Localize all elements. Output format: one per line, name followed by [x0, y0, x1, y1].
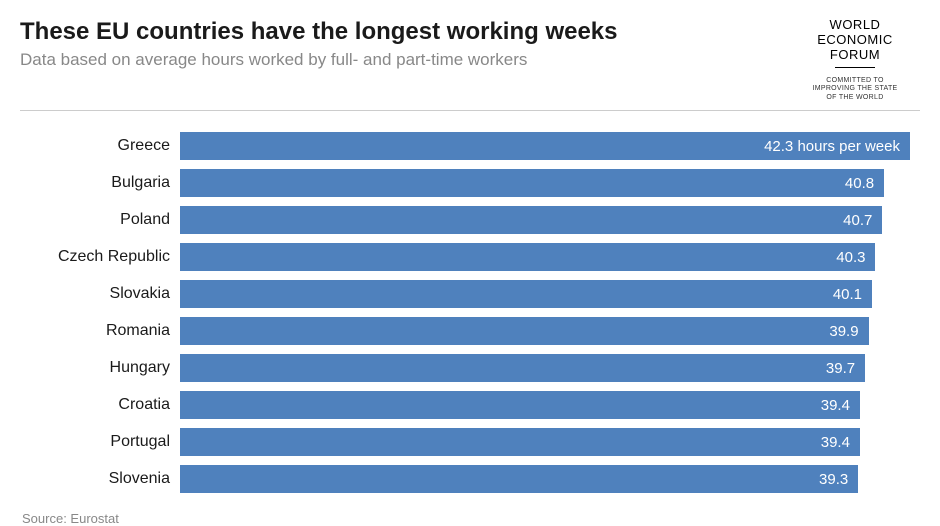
logo-line1: WORLD: [830, 17, 881, 32]
row-label: Hungary: [30, 359, 180, 377]
bar-value: 40.1: [833, 286, 862, 303]
bar-value: 39.9: [829, 323, 858, 340]
bar-track: 40.7: [180, 206, 910, 234]
bar-value: 40.3: [836, 249, 865, 266]
header: These EU countries have the longest work…: [20, 18, 920, 111]
bar: 39.3: [180, 465, 858, 493]
chart-subtitle: Data based on average hours worked by fu…: [20, 50, 790, 70]
bar-row: Czech Republic 40.3: [30, 242, 910, 273]
bar-row: Portugal 39.4: [30, 427, 910, 458]
bar: 40.1: [180, 280, 872, 308]
bar: 39.4: [180, 391, 860, 419]
row-label: Romania: [30, 322, 180, 340]
bar-value: 42.3 hours per week: [764, 138, 900, 155]
logo-line3: FORUM: [830, 47, 880, 62]
bar-row: Croatia 39.4: [30, 390, 910, 421]
logo-tagline: COMMITTED TO IMPROVING THE STATE OF THE …: [790, 77, 920, 102]
row-label: Portugal: [30, 433, 180, 451]
logo-tag3: OF THE WORLD: [826, 94, 883, 101]
row-label: Croatia: [30, 396, 180, 414]
bar-row: Romania 39.9: [30, 316, 910, 347]
bar-value: 39.4: [821, 397, 850, 414]
source-text: Source: Eurostat: [20, 511, 920, 526]
bar-row: Bulgaria 40.8: [30, 168, 910, 199]
bar-track: 39.4: [180, 391, 910, 419]
header-text: These EU countries have the longest work…: [20, 18, 790, 70]
bar-row: Slovenia 39.3: [30, 464, 910, 495]
logo-line2: ECONOMIC: [817, 32, 893, 47]
bar-value: 40.7: [843, 212, 872, 229]
row-label: Czech Republic: [30, 248, 180, 266]
chart-title: These EU countries have the longest work…: [20, 18, 790, 46]
bar: 40.7: [180, 206, 882, 234]
logo-tag2: IMPROVING THE STATE: [812, 85, 897, 92]
bar-chart: Greece 42.3 hours per week Bulgaria 40.8 Pol…: [20, 123, 920, 505]
bar-value: 39.4: [821, 434, 850, 451]
bar-value: 40.8: [845, 175, 874, 192]
bar: 39.9: [180, 317, 869, 345]
row-label: Bulgaria: [30, 174, 180, 192]
bar-value: 39.3: [819, 471, 848, 488]
logo-main: WORLD ECONOMIC FORUM: [790, 18, 920, 74]
bar: 40.8: [180, 169, 884, 197]
row-label: Slovakia: [30, 285, 180, 303]
row-label: Poland: [30, 211, 180, 229]
logo-separator: [835, 67, 875, 68]
bar-row: Slovakia 40.1: [30, 279, 910, 310]
row-label: Slovenia: [30, 470, 180, 488]
bar: 42.3 hours per week: [180, 132, 910, 160]
bar: 39.7: [180, 354, 865, 382]
bar: 40.3: [180, 243, 875, 271]
bar-track: 39.9: [180, 317, 910, 345]
bar-track: 40.1: [180, 280, 910, 308]
bar-row: Hungary 39.7: [30, 353, 910, 384]
bar-value: 39.7: [826, 360, 855, 377]
bar: 39.4: [180, 428, 860, 456]
bar-track: 39.7: [180, 354, 910, 382]
row-label: Greece: [30, 137, 180, 155]
bar-track: 39.4: [180, 428, 910, 456]
bar-row: Poland 40.7: [30, 205, 910, 236]
bar-track: 40.8: [180, 169, 910, 197]
wef-logo: WORLD ECONOMIC FORUM COMMITTED TO IMPROV…: [790, 18, 920, 102]
logo-tag1: COMMITTED TO: [826, 77, 883, 84]
bar-row: Greece 42.3 hours per week: [30, 131, 910, 162]
bar-track: 39.3: [180, 465, 910, 493]
bar-track: 40.3: [180, 243, 910, 271]
bar-track: 42.3 hours per week: [180, 132, 910, 160]
